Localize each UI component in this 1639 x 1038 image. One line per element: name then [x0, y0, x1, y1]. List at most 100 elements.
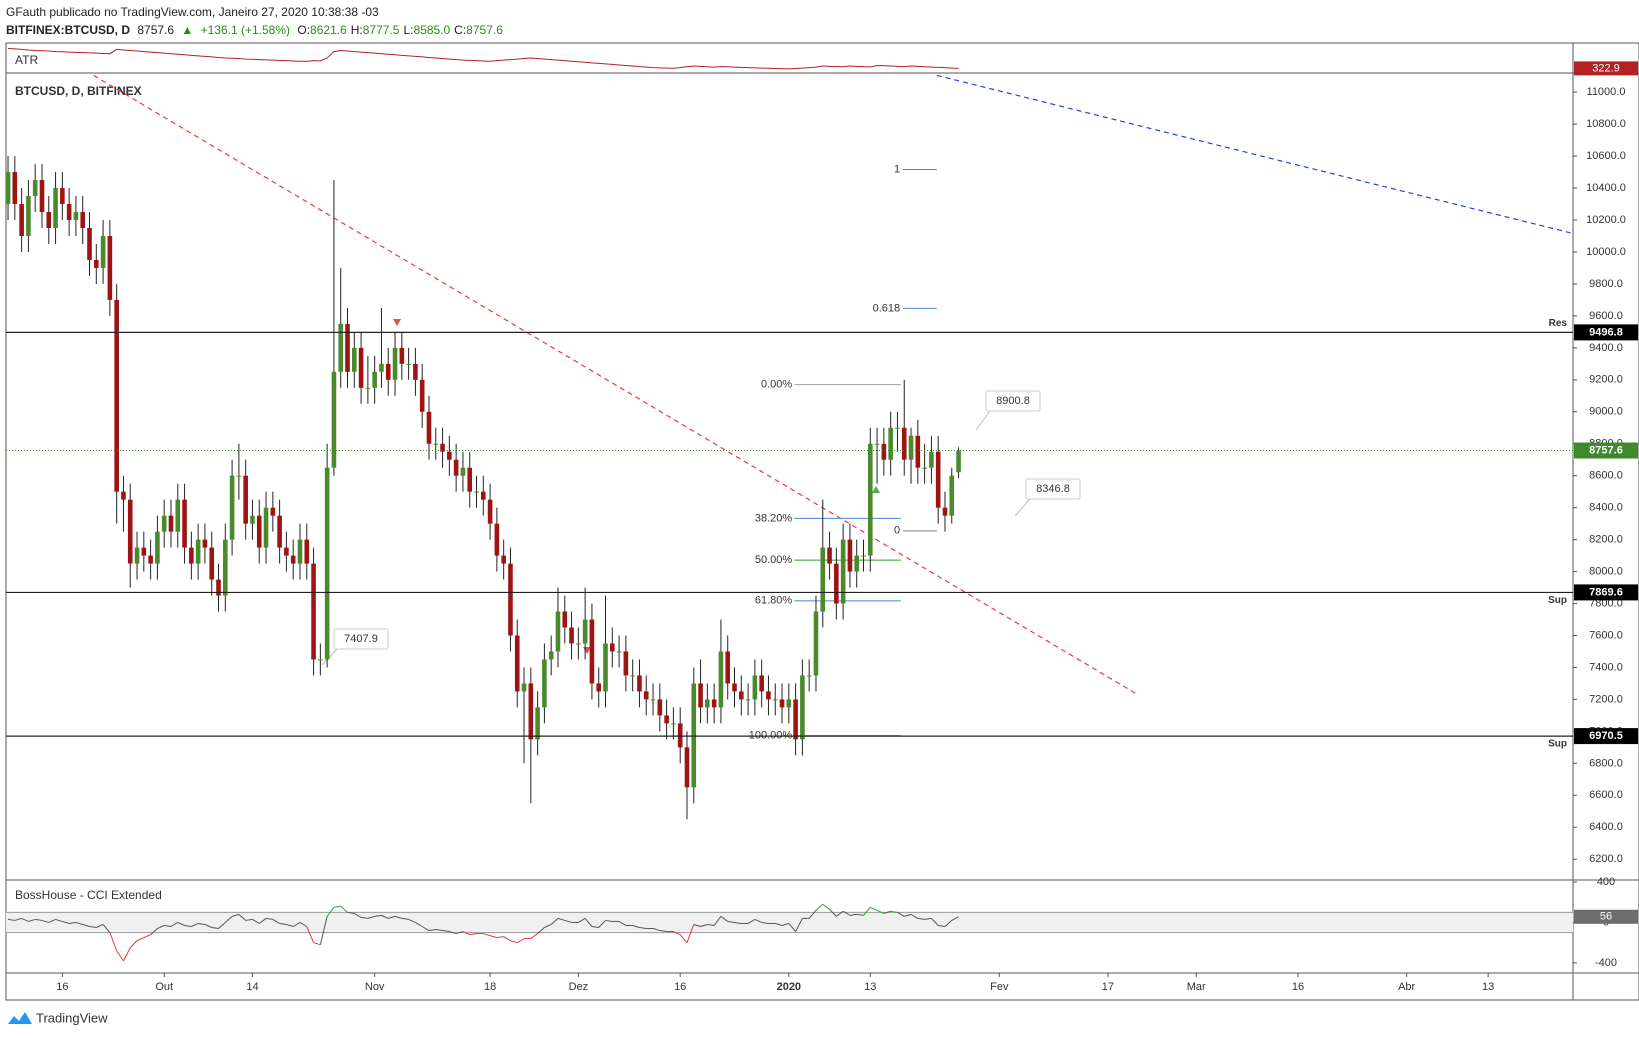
candle-body — [854, 555, 860, 572]
candle-body — [419, 379, 425, 412]
candle-body — [263, 507, 269, 548]
candle-body — [664, 715, 669, 724]
x-tick-label: 2020 — [777, 981, 801, 993]
cci-segment — [89, 926, 97, 929]
cci-segment — [693, 923, 701, 927]
callout-text: 7407.9 — [344, 633, 378, 645]
up-arrow: ▲ — [181, 23, 194, 37]
candle-body — [399, 347, 405, 364]
callout-pointer — [975, 410, 991, 431]
cci-tick-label: -400 — [1595, 957, 1617, 969]
cci-segment — [584, 918, 593, 927]
candle-body — [155, 531, 160, 564]
cci-segment — [591, 926, 599, 929]
y-tick-label: 6200.0 — [1589, 853, 1623, 865]
cci-band — [6, 912, 1573, 933]
cci-segment — [204, 924, 212, 928]
candle-body — [134, 547, 140, 564]
candle-body — [66, 204, 72, 221]
candle-body — [168, 515, 174, 532]
candle-body — [12, 172, 18, 205]
cci-segment — [109, 932, 118, 951]
cci-segment — [557, 917, 565, 921]
candle-body — [711, 699, 717, 708]
footer-brand: TradingView — [36, 1010, 108, 1025]
x-tick-label: Dez — [569, 981, 589, 993]
cci-segment — [808, 910, 817, 919]
x-tick-label: 16 — [56, 981, 68, 993]
candle-body — [881, 443, 887, 460]
cci-segment — [319, 916, 328, 945]
cci-segment — [938, 924, 946, 927]
callout-pointer — [321, 648, 338, 666]
cci-segment — [252, 918, 260, 924]
candle-body — [684, 747, 690, 788]
cci-segment — [286, 923, 294, 927]
ohlc: O:8621.6 H:8777.5 L:8585.0 C:8757.6 — [297, 23, 507, 37]
ohlc-key: C: — [454, 23, 467, 37]
candle-body — [603, 643, 608, 692]
cci-segment — [361, 916, 368, 919]
trendline — [93, 74, 1137, 695]
candle-body — [874, 443, 880, 445]
candle-body — [297, 539, 303, 564]
candle-body — [318, 659, 323, 661]
cci-segment — [496, 936, 504, 939]
candle-body — [521, 683, 527, 692]
cci-segment — [245, 918, 253, 921]
candle-body — [501, 555, 506, 564]
cci-segment — [435, 929, 443, 932]
candle-body — [935, 451, 941, 508]
candle-body — [752, 675, 758, 700]
candle-body — [216, 579, 221, 596]
cci-segment — [272, 918, 280, 924]
candle-body — [915, 435, 921, 468]
candle-body — [372, 371, 377, 388]
logo-icon — [8, 1012, 32, 1024]
ohlc-key: O: — [297, 23, 311, 37]
cci-segment — [143, 934, 151, 939]
cci-segment — [150, 928, 158, 935]
cci-segment — [198, 922, 206, 925]
candle-body — [46, 212, 52, 229]
candle-body — [351, 347, 357, 372]
cci-segment — [686, 924, 695, 943]
candle-body — [277, 515, 282, 548]
cci-segment — [707, 923, 715, 926]
y-tick-label: 8600.0 — [1589, 470, 1623, 482]
level-price-box — [1574, 584, 1638, 601]
candle-body — [576, 643, 581, 645]
candle-body — [548, 651, 554, 660]
cci-segment — [123, 947, 131, 962]
y-tick-label: 7200.0 — [1589, 693, 1623, 705]
cci-segment — [713, 916, 722, 926]
candle-body — [256, 515, 262, 548]
y-tick-label: 9400.0 — [1589, 342, 1623, 354]
candle-body — [555, 611, 561, 652]
y-tick-label: 8200.0 — [1589, 534, 1623, 546]
cci-segment — [815, 903, 824, 911]
cci-segment — [836, 910, 844, 917]
candle-body — [365, 387, 371, 389]
cci-segment — [754, 918, 762, 923]
cci-segment — [62, 920, 70, 924]
callout: 8900.8 — [975, 390, 1041, 431]
candle-body — [725, 651, 731, 684]
candle-body — [406, 363, 411, 365]
candle-body — [290, 555, 296, 564]
atr-value-box — [1574, 61, 1638, 76]
candle-body — [6, 172, 11, 205]
cci-segment — [279, 922, 287, 925]
cci-segment — [265, 917, 273, 920]
cci-segment — [299, 922, 308, 927]
candle-body — [657, 699, 663, 716]
callout-box — [1025, 478, 1081, 500]
candle-body — [888, 427, 893, 460]
last-price-label: 8757.6 — [1589, 444, 1623, 456]
x-tick-label: 16 — [1292, 981, 1304, 993]
candle-body — [956, 450, 961, 473]
y-tick-label: 10200.0 — [1586, 214, 1626, 226]
cci-segment — [883, 910, 891, 914]
cci-segment — [455, 931, 464, 935]
